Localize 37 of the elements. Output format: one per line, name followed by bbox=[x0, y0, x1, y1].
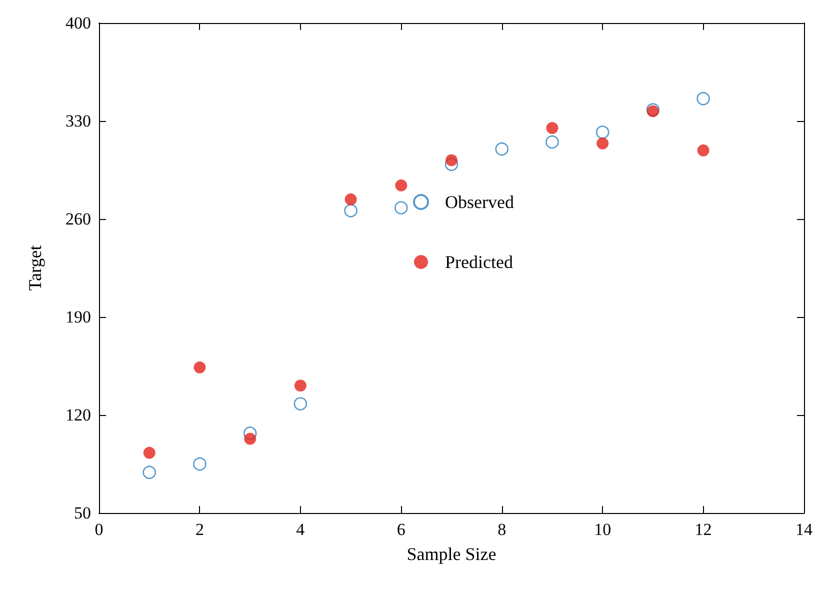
point bbox=[193, 457, 206, 471]
point bbox=[697, 144, 710, 156]
x-tick-label: 6 bbox=[396, 520, 406, 539]
point bbox=[546, 122, 558, 134]
y-tick-label: 260 bbox=[66, 210, 91, 228]
x-tick-label: 10 bbox=[594, 520, 612, 539]
x-axis-title: Sample Size bbox=[406, 544, 496, 564]
y-tick-label: 50 bbox=[74, 504, 91, 522]
point bbox=[495, 142, 509, 156]
point bbox=[395, 179, 408, 192]
y-tick-label: 120 bbox=[66, 406, 91, 424]
x-tick-label: 8 bbox=[498, 520, 506, 539]
x-tick-label: 4 bbox=[296, 520, 306, 539]
point bbox=[446, 154, 458, 166]
point bbox=[244, 432, 256, 445]
point bbox=[596, 126, 610, 139]
point bbox=[546, 135, 559, 149]
x-tick-label: 14 bbox=[796, 520, 813, 539]
point bbox=[344, 204, 358, 218]
point bbox=[394, 201, 408, 214]
point bbox=[143, 446, 156, 459]
point bbox=[194, 361, 206, 374]
y-tick-label: 400 bbox=[66, 14, 91, 32]
point bbox=[294, 397, 308, 410]
x-tick-label: 0 bbox=[94, 520, 104, 539]
point bbox=[344, 193, 357, 206]
legend-label: Predicted bbox=[445, 252, 513, 272]
point bbox=[696, 92, 710, 106]
y-axis-title: Target bbox=[25, 245, 45, 291]
point bbox=[294, 380, 306, 392]
y-tick-label: 330 bbox=[66, 112, 91, 130]
x-tick-label: 2 bbox=[195, 520, 204, 539]
point bbox=[596, 137, 609, 150]
legend-label: Observed bbox=[445, 192, 514, 212]
x-tick-label: 12 bbox=[694, 520, 712, 539]
point bbox=[142, 466, 156, 480]
y-tick-label: 190 bbox=[66, 308, 91, 326]
